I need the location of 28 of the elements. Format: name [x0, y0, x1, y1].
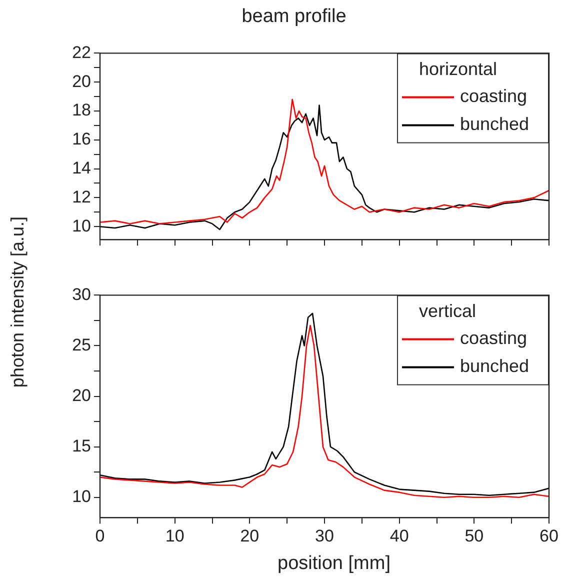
- x-tick-label: 10: [165, 526, 184, 546]
- x-tick-label: 50: [464, 526, 484, 546]
- x-tick-label: 60: [540, 526, 558, 546]
- legend-title: horizontal: [419, 59, 498, 80]
- x-tick-label: 30: [315, 526, 334, 546]
- y-axis-title: photon intensity [a.u.]: [8, 216, 28, 388]
- y-tick-label: 16: [72, 130, 91, 149]
- y-tick-label: 18: [72, 100, 91, 120]
- y-tick-label: 12: [72, 187, 91, 206]
- legend-label: bunched: [460, 356, 530, 376]
- legend-label: coasting: [460, 86, 528, 106]
- x-tick-label: 20: [240, 526, 260, 546]
- y-tick-label: 25: [72, 335, 91, 354]
- legend-title: vertical: [419, 301, 476, 322]
- y-tick-label: 14: [72, 158, 91, 178]
- legend-label: coasting: [460, 328, 528, 348]
- y-tick-label: 30: [72, 284, 91, 304]
- y-tick-label: 22: [72, 42, 91, 62]
- x-tick-label: 40: [390, 526, 409, 546]
- chart-title: beam profile: [240, 6, 348, 28]
- y-tick-label: 20: [72, 72, 91, 91]
- x-axis-title: position [mm]: [276, 553, 392, 575]
- y-tick-label: 10: [72, 216, 91, 236]
- y-tick-label: 10: [72, 487, 91, 506]
- legend-label: bunched: [460, 114, 530, 134]
- y-tick-label: 20: [72, 386, 91, 405]
- x-tick-label: 0: [95, 526, 105, 546]
- y-tick-label: 15: [72, 436, 91, 456]
